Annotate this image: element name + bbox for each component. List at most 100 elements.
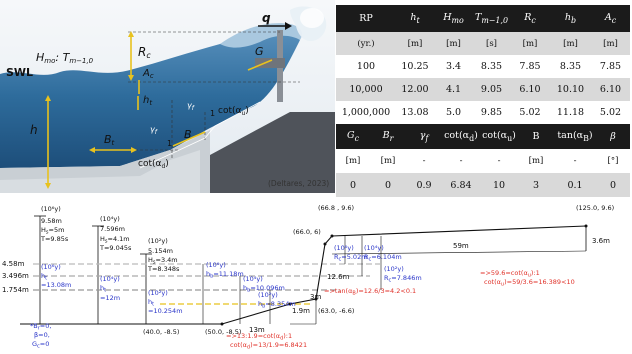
- table1-row-100: 100 10.25 3.4 8.35 7.85 8.35 7.85: [336, 55, 630, 78]
- table2-cell: 0: [370, 173, 406, 197]
- table1-header-hb: hb: [550, 5, 591, 32]
- table1-cell: 8.35: [550, 55, 591, 78]
- svg-text:T=8.348s: T=8.348s: [147, 265, 180, 273]
- svg-text:(10⁶y): (10⁶y): [41, 205, 61, 213]
- table1-cell: 11.18: [550, 101, 591, 124]
- annotation-arrows: [47, 34, 273, 186]
- table2-header-br: Br: [370, 124, 406, 149]
- dike-cross-section-figure: q Hmo: Tm−1,0 SWL Rc Ac ht h Bt G B 1 1 …: [0, 0, 335, 193]
- svg-text:Rc=5.02m: Rc=5.02m: [334, 253, 368, 263]
- point-label-crest-right: (125.0, 9.6): [576, 204, 614, 212]
- table1-cell: 5.02: [510, 101, 550, 124]
- point-label-toe-right: (50.0, -8.5): [205, 328, 241, 336]
- table1-cell: 100: [336, 55, 396, 78]
- svg-text:(10²y): (10²y): [258, 291, 278, 299]
- bt-label: Bt: [104, 133, 115, 147]
- table1-cell: 5.02: [591, 101, 630, 124]
- svg-text:Rc=6.104m: Rc=6.104m: [364, 253, 402, 263]
- table1-unit: [m]: [510, 32, 550, 55]
- h-label: h: [30, 123, 38, 137]
- wave-crest: [220, 23, 302, 48]
- table1-cell: 9.05: [473, 78, 510, 101]
- dim-label-1-9m: 1.9m: [292, 307, 310, 315]
- table1-cell: 5.0: [434, 101, 473, 124]
- gamma-f-label-2: γf: [187, 101, 195, 112]
- overtopping-arrowhead: [285, 22, 292, 30]
- dike-schematic-diagram: 4.58m 3.496m 1.754m (66.8 , 9.6) (125.0,…: [2, 204, 614, 351]
- point-label-toe-left: (40.0, -8.5): [143, 328, 179, 336]
- svg-text:=10.254m: =10.254m: [148, 307, 183, 315]
- table1-cell: 4.1: [434, 78, 473, 101]
- point-label-crest-left: (66.8 , 9.6): [318, 204, 354, 212]
- table2-header-gamma: γf: [406, 124, 442, 149]
- slope-base-line: [331, 250, 587, 255]
- tan-berm-formula: =>tan(αB)=12.6/3=4.2<0.1: [324, 287, 416, 297]
- table1-unit: [m]: [396, 32, 434, 55]
- table2-cell: 0: [596, 173, 630, 197]
- table2-cell: 10: [480, 173, 518, 197]
- table1-unit: [s]: [473, 32, 510, 55]
- table1-header-ac: Ac: [591, 5, 630, 32]
- table2-unit: [°]: [596, 149, 630, 173]
- table2-unit-row: [m] [m] - - - [m] - [°]: [336, 149, 630, 173]
- level-label-3-496: 3.496m: [2, 272, 29, 280]
- svg-text:=13.08m: =13.08m: [41, 281, 71, 289]
- svg-text:(10²y): (10²y): [384, 265, 404, 273]
- table2-header-beta: β: [596, 124, 630, 149]
- svg-text:(10⁶y): (10⁶y): [334, 244, 354, 252]
- rp-column-1000000: (10⁶y) 9.58m Hs=5m T=9.85s (10⁶y) ht =13…: [40, 205, 71, 289]
- svg-text:Hs=5m: Hs=5m: [41, 226, 64, 236]
- svg-text:(10⁴y): (10⁴y): [364, 244, 384, 252]
- rc-labels: (10⁶y) Rc=5.02m (10⁴y) Rc=6.104m (10²y) …: [334, 244, 422, 284]
- table1-cell: 9.85: [473, 101, 510, 124]
- level-marker-lines: [34, 215, 152, 324]
- svg-text:*Br=0,: *Br=0,: [30, 322, 51, 332]
- table2-header-row: Gc Br γf cot(αd) cot(αu) B tan(αB) β: [336, 124, 630, 149]
- dim-label-12-6m: 12.6m: [327, 273, 350, 281]
- table1-cell: 7.85: [510, 55, 550, 78]
- table2-unit: [m]: [518, 149, 554, 173]
- table1-unit: [m]: [591, 32, 630, 55]
- table1-cell: 1,000,000: [336, 101, 396, 124]
- cot-u-label: cot(αu): [218, 106, 249, 117]
- svg-text:Hs=3.4m: Hs=3.4m: [148, 256, 178, 266]
- gamma-f-label: γf: [150, 125, 158, 136]
- profile-points: [220, 224, 588, 326]
- table2-cell: 0: [336, 173, 370, 197]
- table1-cell: 13.08: [396, 101, 434, 124]
- table2-unit: -: [406, 149, 442, 173]
- svg-text:(10⁶y): (10⁶y): [41, 263, 61, 271]
- svg-text:T=9.045s: T=9.045s: [99, 244, 132, 252]
- table2-header-tan-b: tan(αB): [554, 124, 596, 149]
- table1-cell: 8.35: [473, 55, 510, 78]
- svg-text:(10²y): (10²y): [148, 289, 168, 297]
- table2-unit: [m]: [336, 149, 370, 173]
- svg-text:hb=8.354m: hb=8.354m: [258, 300, 296, 310]
- slope-formulas: =>tan(αB)=12.6/3=4.2<0.1 =>59.6=cot(αu):…: [226, 269, 575, 351]
- dike-body: [170, 112, 335, 193]
- rp-column-10000: (10⁴y) 7.596m Hs=4.1m T=9.045s (10⁴y) ht…: [99, 215, 132, 302]
- ht-label: ht: [143, 95, 152, 107]
- rc-label: Rc: [138, 45, 151, 60]
- swl-label: SWL: [6, 66, 33, 79]
- table1-header-rc: Rc: [510, 5, 550, 32]
- g-label: G: [255, 45, 264, 58]
- table1-unit: (yr.): [336, 32, 396, 55]
- q-label: q: [262, 11, 271, 25]
- table2-header-b: B: [518, 124, 554, 149]
- credit-label: (Deltares, 2023): [268, 179, 329, 188]
- sea-bed-shade: [0, 150, 200, 193]
- table1-cell: 12.00: [396, 78, 434, 101]
- table1-header-row: RP ht Hmo Tm−1,0 Rc hb Ac: [336, 5, 630, 32]
- ac-label: Ac: [142, 68, 154, 80]
- svg-text:(10⁶y): (10⁶y): [206, 261, 226, 269]
- one-label-a: 1: [167, 139, 172, 148]
- table1-header-ht: ht: [396, 5, 434, 32]
- table1-unit: [m]: [550, 32, 591, 55]
- slope-outline: [139, 101, 261, 169]
- table1-header-tm: Tm−1,0: [473, 5, 510, 32]
- table2-header-cot-u: cot(αu): [480, 124, 518, 149]
- table2-unit: -: [480, 149, 518, 173]
- svg-text:9.58m: 9.58m: [41, 217, 62, 225]
